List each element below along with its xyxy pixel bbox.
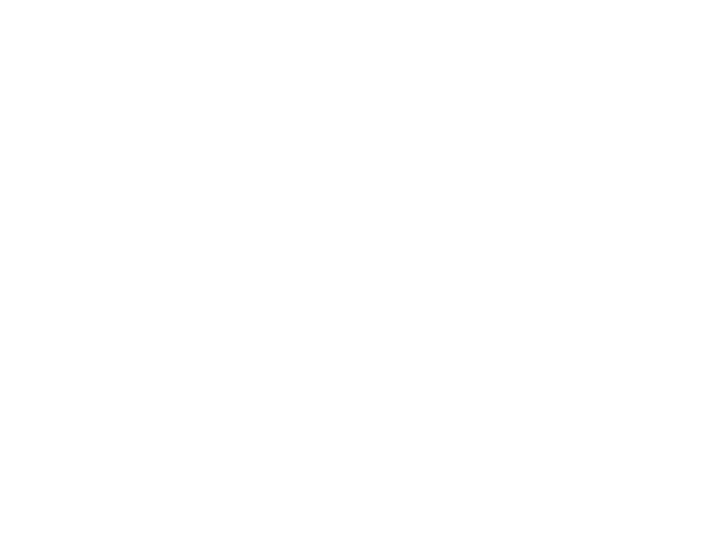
Bar bbox=[143, 336, 169, 358]
Text: $\mathit{\dfrac{dN}{d\,t}}$: $\mathit{\dfrac{dN}{d\,t}}$ bbox=[55, 315, 99, 375]
Bar bbox=[148, 341, 159, 350]
Text: N = population size: N = population size bbox=[330, 170, 534, 190]
Text: K = carrying capacity: K = carrying capacity bbox=[330, 234, 555, 254]
Text: particular instant in time:: particular instant in time: bbox=[94, 283, 351, 302]
Text: express: express bbox=[94, 259, 179, 278]
Text: ↰: ↰ bbox=[38, 170, 56, 190]
Text: population’s growth rate (per capita increase) equals: population’s growth rate (per capita inc… bbox=[94, 109, 631, 128]
Text: Most ecologists use differential calculus to: Most ecologists use differential calculu… bbox=[80, 235, 508, 254]
Text: t = time interval: t = time interval bbox=[330, 266, 503, 286]
Text: Per Capita Rate of Increase: Per Capita Rate of Increase bbox=[28, 30, 405, 58]
Text: birth rate minus death rate: birth rate minus death rate bbox=[94, 133, 369, 152]
Text: If immigration and emigration are ignored, a: If immigration and emigration are ignore… bbox=[80, 85, 530, 104]
Text: Zero population growth (ZPG) occurs when the: Zero population growth (ZPG) occurs when… bbox=[80, 170, 554, 189]
Text: population growth: population growth bbox=[153, 259, 364, 278]
Text: ↰: ↰ bbox=[38, 85, 56, 105]
Text: birth rate equals the death rate: birth rate equals the death rate bbox=[94, 194, 414, 213]
Text: as growth rate at a: as growth rate at a bbox=[301, 259, 500, 278]
Text: r = increase in growth rate: r = increase in growth rate bbox=[330, 202, 611, 222]
Text: ↰: ↰ bbox=[38, 235, 56, 255]
Text: $\mathit{rN}$: $\mathit{rN}$ bbox=[175, 330, 212, 360]
